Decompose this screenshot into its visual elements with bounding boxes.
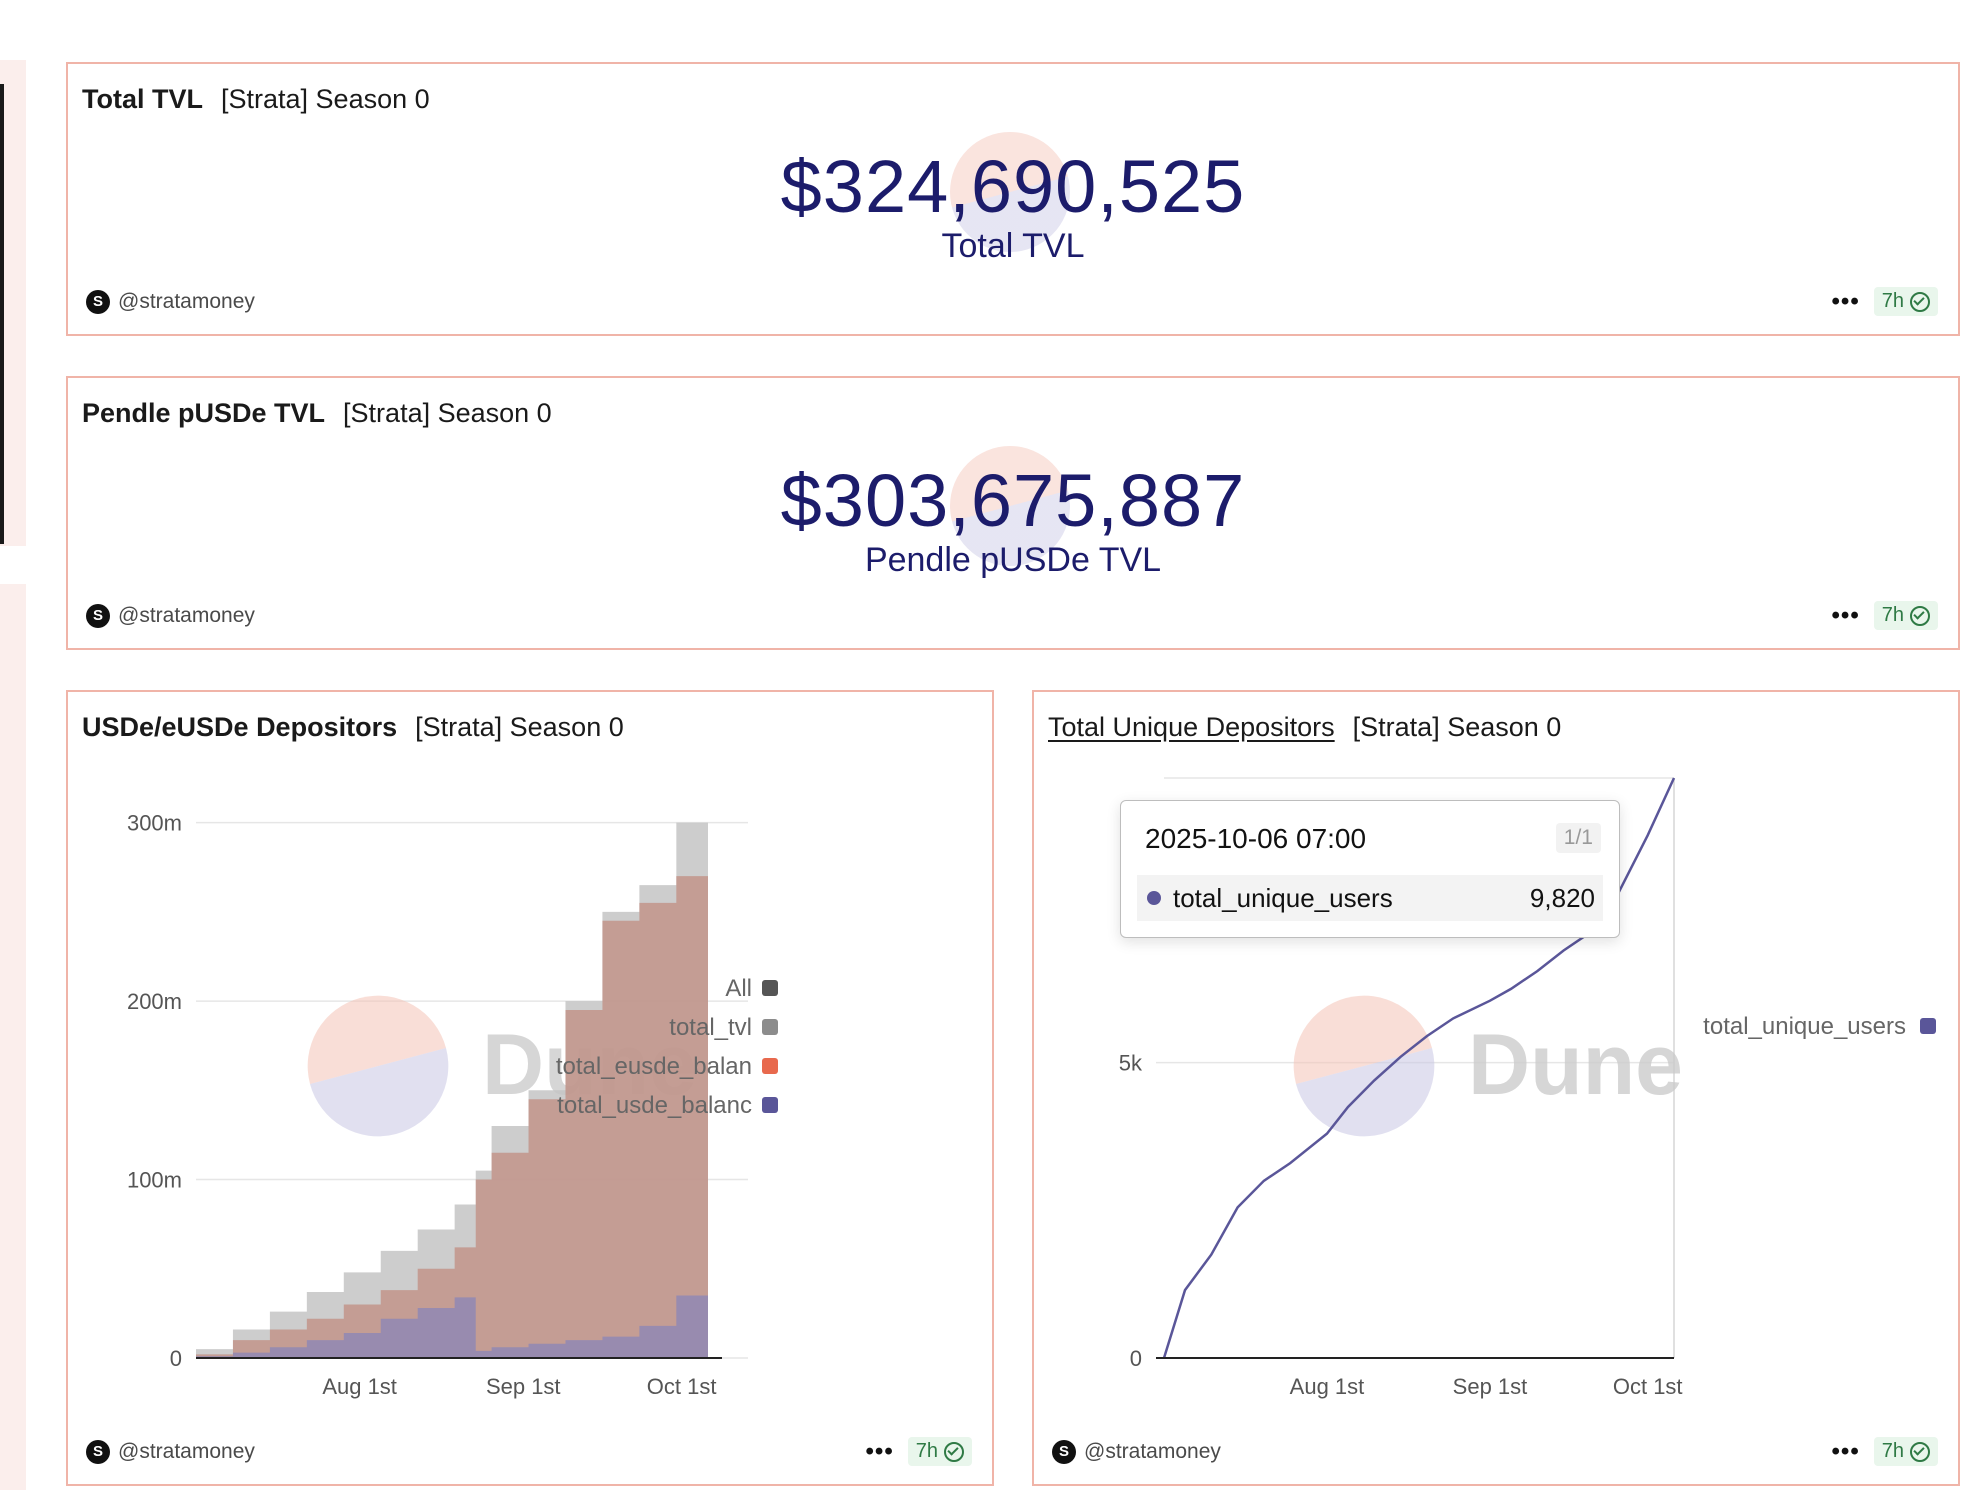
tooltip-date: 2025-10-06 07:00: [1145, 823, 1367, 854]
dune-logo-icon: [310, 1048, 449, 1137]
legend-label: total_usde_balanc: [557, 1092, 752, 1119]
owner-link[interactable]: S @stratamoney: [1052, 1440, 1221, 1464]
owner-handle: @stratamoney: [118, 290, 255, 313]
counter-value: $303,675,887: [780, 459, 1246, 542]
counter: $324,690,525 Total TVL: [68, 144, 1958, 266]
y-tick-label: 200m: [127, 989, 182, 1014]
dashboard-name: [Strata] Season 0: [415, 712, 624, 742]
area-series-total_usde_balance: [196, 1272, 708, 1358]
refresh-age-badge[interactable]: 7h: [907, 1437, 972, 1466]
owner-handle: @stratamoney: [118, 604, 255, 627]
pendle-tvl-card: Pendle pUSDe TVL [Strata] Season 0 $303,6…: [66, 376, 1960, 650]
counter-label: Total TVL: [941, 227, 1085, 265]
chart-tooltip: 2025-10-06 07:00 1/1 total_unique_users …: [1120, 800, 1620, 938]
y-tick-label: 0: [1130, 1346, 1142, 1371]
tooltip-series-name: total_unique_users: [1173, 882, 1393, 913]
card-title[interactable]: Total Unique Depositors [Strata] Season 0: [1048, 712, 1561, 743]
owner-link[interactable]: S @stratamoney: [86, 604, 255, 628]
check-circle-icon: [1910, 1441, 1930, 1462]
refresh-age-badge[interactable]: 7h: [1873, 1437, 1938, 1466]
more-options-icon[interactable]: •••: [1831, 601, 1860, 629]
dune-logo-icon: [1293, 995, 1432, 1084]
refresh-age-badge[interactable]: 7h: [1873, 287, 1938, 316]
series-dot-icon: [1147, 891, 1161, 905]
legend-swatch: [1920, 1018, 1936, 1034]
legend-label: total_eusde_balan: [556, 1053, 752, 1080]
card-title[interactable]: USDe/eUSDe Depositors [Strata] Season 0: [82, 712, 624, 743]
x-tick-label: Aug 1st: [322, 1374, 397, 1399]
counter-value: $324,690,525: [780, 145, 1246, 228]
more-options-icon[interactable]: •••: [1831, 1437, 1860, 1465]
owner-link[interactable]: S @stratamoney: [86, 290, 255, 314]
y-tick-label: 300m: [127, 811, 182, 836]
legend-swatch: [762, 980, 778, 996]
more-options-icon[interactable]: •••: [1831, 287, 1860, 315]
strata-logo-icon: S: [86, 1440, 110, 1464]
strata-logo-icon: S: [86, 290, 110, 314]
dune-logo-icon: [950, 446, 1070, 566]
sidebar-panel-lower: [0, 584, 26, 1490]
strata-logo-icon: S: [86, 604, 110, 628]
dashboard-name: [Strata] Season 0: [1352, 712, 1562, 742]
y-tick-label: 0: [170, 1346, 182, 1371]
owner-handle: @stratamoney: [118, 1440, 255, 1463]
unique-users-line-chart[interactable]: 0 5k Aug 1st Sep 1st Oct 1st Dune total_unique…: [1034, 748, 1958, 1428]
legend-label: total_tvl: [669, 1014, 752, 1041]
query-name[interactable]: USDe/eUSDe Depositors: [82, 712, 398, 742]
age-text: 7h: [1881, 290, 1904, 312]
legend-label: total_unique_users: [1703, 1013, 1906, 1040]
legend-label: All: [725, 975, 752, 1002]
dashboard-name: [Strata] Season 0: [221, 84, 430, 114]
check-circle-icon: [1910, 605, 1930, 626]
card-footer: ••• 7h: [1832, 1437, 1938, 1466]
total-tvl-card: Total TVL [Strata] Season 0 $324,690,525 …: [66, 62, 1960, 336]
x-tick-label: Sep 1st: [1453, 1374, 1528, 1399]
legend-swatch: [762, 1097, 778, 1113]
area-series-total_eusde_balance: [196, 867, 708, 1358]
age-text: 7h: [1881, 604, 1904, 626]
more-options-icon[interactable]: •••: [865, 1437, 894, 1465]
sidebar-panel: [0, 60, 26, 546]
x-tick-label: Oct 1st: [647, 1374, 717, 1399]
query-name[interactable]: Total TVL: [82, 84, 203, 114]
card-footer: ••• 7h: [866, 1437, 972, 1466]
tooltip-value: 9,820: [1529, 882, 1595, 913]
depositors-chart-card: USDe/eUSDe Depositors [Strata] Season 0 0…: [66, 690, 994, 1486]
dune-logo-icon: [307, 995, 446, 1084]
dune-logo-icon: [950, 132, 1070, 252]
strata-logo-icon: S: [1052, 1440, 1076, 1464]
card-title[interactable]: Pendle pUSDe TVL [Strata] Season 0: [82, 398, 552, 429]
card-footer: ••• 7h: [1832, 287, 1938, 316]
x-tick-label: Aug 1st: [1290, 1374, 1365, 1399]
x-tick-label: Sep 1st: [486, 1374, 561, 1399]
tooltip-row: total_unique_users 9,820: [1137, 875, 1603, 921]
counter: $303,675,887 Pendle pUSDe TVL: [68, 458, 1958, 580]
dashboard-name: [Strata] Season 0: [343, 398, 552, 428]
query-name[interactable]: Total Unique Depositors: [1048, 712, 1335, 742]
query-name[interactable]: Pendle pUSDe TVL: [82, 398, 326, 428]
check-circle-icon: [944, 1441, 964, 1462]
legend-swatch: [762, 1058, 778, 1074]
y-tick-label: 100m: [127, 1168, 182, 1193]
x-tick-label: Oct 1st: [1613, 1374, 1683, 1399]
tooltip-page: 1/1: [1555, 823, 1601, 853]
sidebar-edge: [0, 84, 4, 544]
refresh-age-badge[interactable]: 7h: [1873, 601, 1938, 630]
legend-swatch: [762, 1019, 778, 1035]
owner-link[interactable]: S @stratamoney: [86, 1440, 255, 1464]
card-title[interactable]: Total TVL [Strata] Season 0: [82, 84, 430, 115]
check-circle-icon: [1910, 291, 1930, 312]
y-tick-label: 5k: [1119, 1051, 1143, 1076]
age-text: 7h: [1881, 1440, 1904, 1462]
owner-handle: @stratamoney: [1084, 1440, 1221, 1463]
age-text: 7h: [915, 1440, 938, 1462]
dune-logo-icon: [1296, 1048, 1435, 1137]
counter-label: Pendle pUSDe TVL: [864, 541, 1162, 579]
dune-watermark-text: Dune: [1468, 1017, 1683, 1113]
card-footer: ••• 7h: [1832, 601, 1938, 630]
